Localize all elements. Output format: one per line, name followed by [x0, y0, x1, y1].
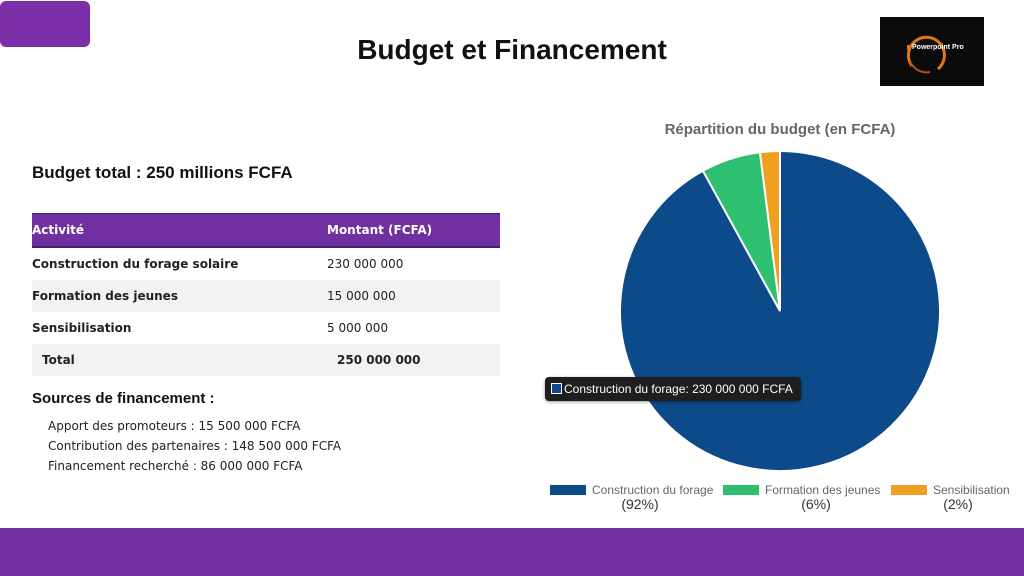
legend-label: Formation des jeunes: [765, 482, 881, 497]
table-cell-activity: Formation des jeunes: [32, 280, 327, 312]
table-header-row: Activité Montant (FCFA): [32, 213, 500, 248]
legend-swatch: [891, 484, 927, 495]
table-cell-activity: Sensibilisation: [32, 321, 132, 335]
legend-item-construction[interactable]: Construction du forage: [550, 481, 714, 497]
table-header-amount: Montant (FCFA): [327, 213, 500, 248]
sources-list: Apport des promoteurs : 15 500 000 FCFA …: [48, 416, 341, 476]
list-item: Financement recherché : 86 000 000 FCFA: [48, 459, 303, 473]
table-total-row: Total 250 000 000: [32, 344, 500, 376]
pie-slice-sensibilisation[interactable]: [758, 149, 781, 312]
budget-table: Activité Montant (FCFA) Construction du …: [32, 213, 500, 376]
slide-title: Budget et Financement: [357, 34, 667, 65]
bottom-bar: [0, 528, 1024, 576]
table-cell-amount: 15 000 000: [327, 280, 500, 312]
legend-item-formation[interactable]: Formation des jeunes: [723, 481, 881, 497]
chart-tooltip: Construction du forage: 230 000 000 FCFA: [545, 377, 801, 401]
table-row: Formation des jeunes 15 000 000: [32, 280, 500, 312]
pie-chart: [619, 149, 941, 472]
table-cell-total-amount: 250 000 000: [327, 344, 500, 376]
tooltip-swatch: [551, 383, 562, 394]
logo-ring-icon: [906, 35, 946, 74]
legend-swatch: [723, 484, 759, 495]
corner-tab: [0, 1, 90, 47]
list-item: Apport des promoteurs : 15 500 000 FCFA: [48, 419, 301, 433]
legend-label: Construction du forage: [592, 482, 714, 497]
legend-percent: (6%): [801, 496, 831, 512]
table-row: Sensibilisation 5 000 000: [32, 312, 500, 344]
table-cell-amount: 230 000 000: [327, 257, 404, 271]
legend-percent: (92%): [621, 496, 659, 512]
legend-label: Sensibilisation: [933, 482, 1010, 497]
logo-text: Powerpoint Pro: [912, 44, 964, 51]
table-cell-amount: 5 000 000: [327, 321, 389, 335]
chart-title: Répartition du budget (en FCFA): [664, 121, 896, 138]
list-item: Contribution des partenaires : 148 500 0…: [48, 439, 342, 453]
table-row: Construction du forage solaire 230 000 0…: [32, 247, 500, 280]
sources-heading: Sources de financement :: [32, 390, 215, 407]
table-cell-activity: Construction du forage solaire: [32, 257, 239, 271]
table-header-activity: Activité: [32, 213, 327, 248]
logo: Powerpoint Pro: [880, 17, 984, 86]
legend-percent: (2%): [943, 496, 973, 512]
legend-item-sensibilisation[interactable]: Sensibilisation: [891, 481, 1010, 497]
tooltip-text: Construction du forage: 230 000 000 FCFA: [564, 382, 793, 396]
legend-swatch: [550, 484, 586, 495]
table-cell-total-label: Total: [32, 344, 327, 376]
budget-total: Budget total : 250 millions FCFA: [32, 163, 293, 182]
